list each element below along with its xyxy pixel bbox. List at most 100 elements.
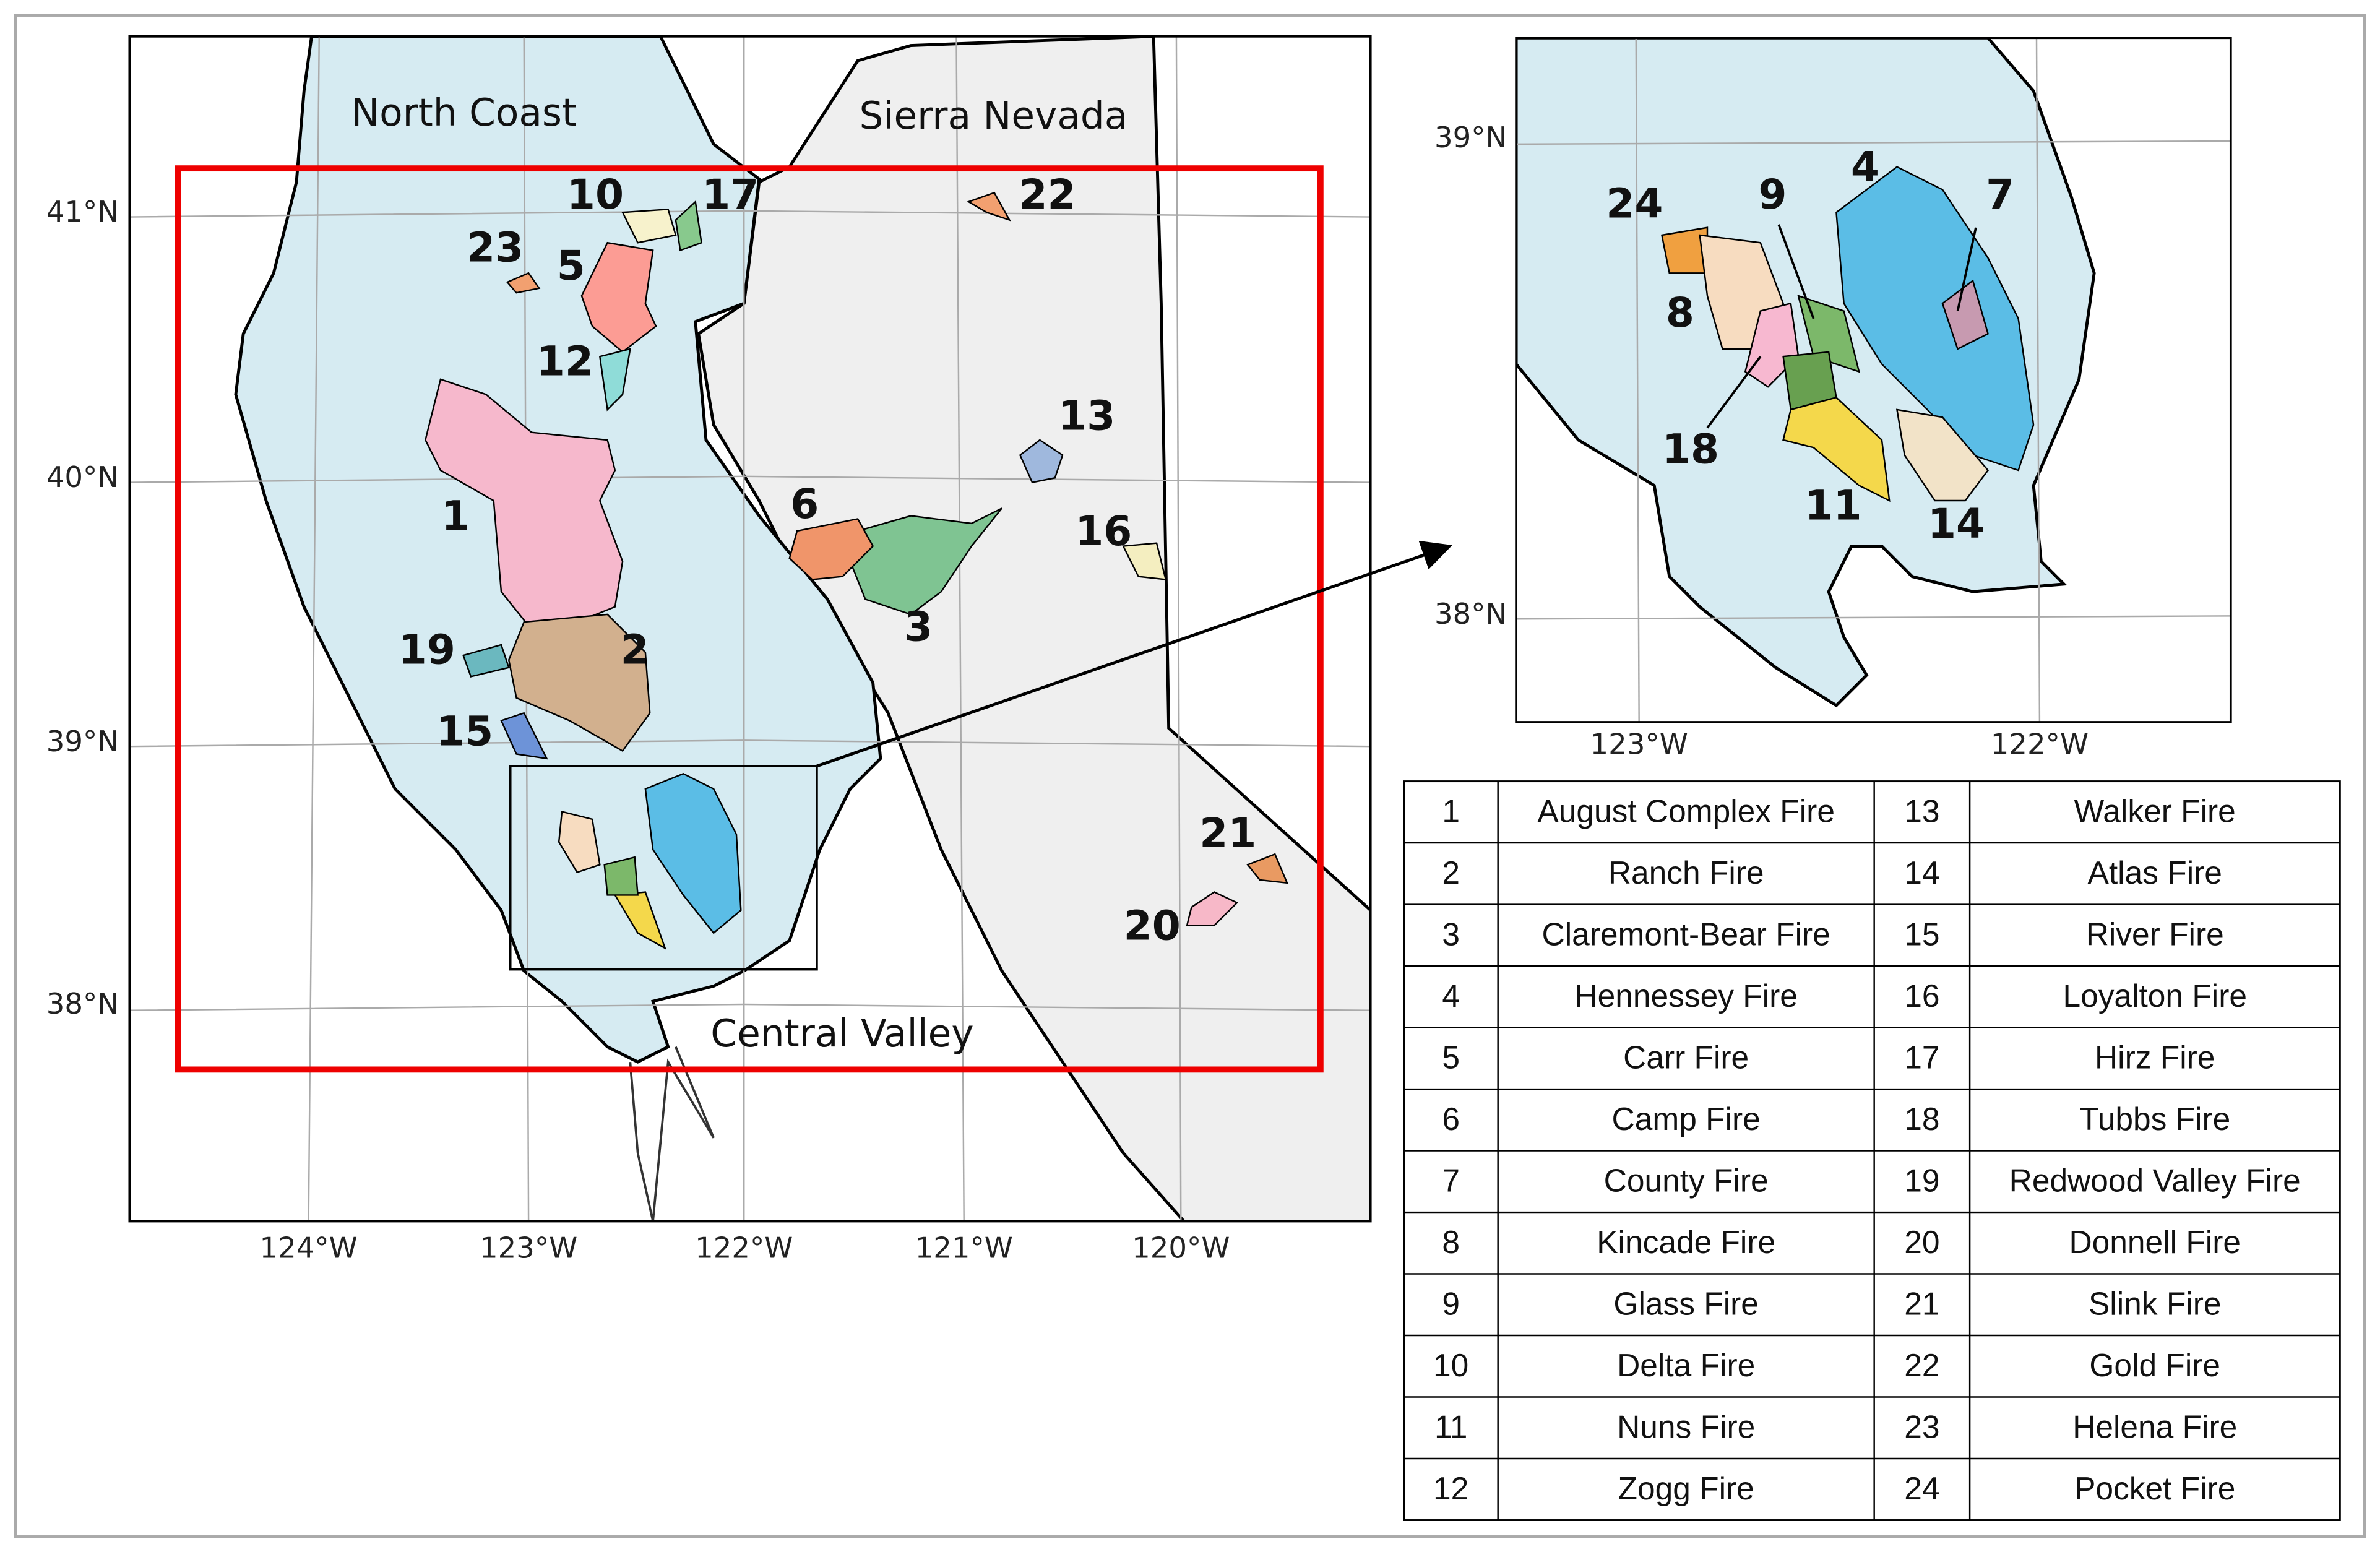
table-cell: Pocket Fire <box>2074 1470 2235 1506</box>
table-cell: 17 <box>1904 1039 1939 1075</box>
lon-label: 124°W <box>259 1231 357 1265</box>
table-cell: 10 <box>1433 1347 1468 1383</box>
fire-label: 20 <box>1124 902 1181 949</box>
lat-grid <box>129 210 1371 218</box>
fire-label: 22 <box>1019 171 1076 218</box>
table-cell: 3 <box>1442 916 1460 952</box>
table-cell: 7 <box>1442 1162 1460 1198</box>
region-label: Central Valley <box>710 1012 973 1056</box>
table-cell: 16 <box>1904 978 1939 1014</box>
fire-shape <box>500 712 548 760</box>
table-cell: Atlas Fire <box>2088 855 2222 890</box>
lat-label: 38°N <box>1434 597 1507 631</box>
table-cell: County Fire <box>1604 1162 1769 1198</box>
region-label: Sierra Nevada <box>860 94 1128 138</box>
lon-label: 123°W <box>1590 728 1688 761</box>
fire-shape <box>1122 542 1167 580</box>
table-cell: Loyalton Fire <box>2063 978 2247 1014</box>
table-cell: 15 <box>1904 916 1939 952</box>
table-cell: Walker Fire <box>2074 793 2236 829</box>
fire-label: 24 <box>1606 179 1663 227</box>
fire-label: 14 <box>1928 500 1985 548</box>
fire-label: 16 <box>1075 507 1132 555</box>
fire-shape <box>462 644 510 678</box>
lat-grid <box>1516 615 2231 620</box>
table-cell: Zogg Fire <box>1618 1470 1754 1506</box>
table-cell: 21 <box>1904 1285 1939 1321</box>
leader-line <box>1777 224 1815 319</box>
fire-polygons <box>425 191 1288 950</box>
lat-label: 39°N <box>46 725 119 758</box>
table-cell: 12 <box>1433 1470 1468 1506</box>
table-cell: 20 <box>1904 1224 1939 1260</box>
fire-label: 3 <box>904 603 933 650</box>
fire-label: 6 <box>790 480 819 528</box>
table-cell: Glass Fire <box>1613 1285 1759 1321</box>
lon-label: 122°W <box>695 1231 793 1265</box>
fire-shape <box>580 241 657 353</box>
fire-shape <box>558 811 601 874</box>
fire-label: 9 <box>1758 171 1787 218</box>
fire-label: 13 <box>1058 392 1115 440</box>
fire-label: 19 <box>399 626 455 673</box>
inset-frame <box>1515 37 2232 723</box>
table-cell: 23 <box>1904 1408 1939 1444</box>
table-cell: 5 <box>1442 1039 1460 1075</box>
lat-grid <box>1516 140 2231 145</box>
zoom-box <box>509 765 818 971</box>
table-cell: 13 <box>1904 793 1939 829</box>
table-cell: Camp Fire <box>1612 1101 1761 1137</box>
table-cell: Donnell Fire <box>2069 1224 2240 1260</box>
region-label: North Coast <box>351 91 577 135</box>
leader-line <box>1706 356 1762 429</box>
fire-label: 17 <box>702 171 759 218</box>
fire-shape <box>675 200 702 252</box>
fire-shape <box>1019 439 1064 484</box>
zoom-arrow <box>816 540 1452 768</box>
table-cell: Hirz Fire <box>2095 1039 2215 1075</box>
fire-shape <box>849 507 1002 616</box>
fire-shape <box>967 191 1011 222</box>
fire-label: 1 <box>441 493 470 540</box>
fire-label: 11 <box>1804 481 1861 529</box>
fire-label: 5 <box>557 242 585 290</box>
fire-label: 18 <box>1662 426 1719 473</box>
fire-shape <box>1246 853 1288 884</box>
fire-shape <box>1895 408 1990 502</box>
fire-label: 7 <box>1986 171 2014 218</box>
lon-grid <box>2035 38 2041 722</box>
lon-label: 120°W <box>1132 1231 1230 1265</box>
fire-label: 4 <box>1851 144 1879 191</box>
fire-label: 2 <box>621 626 649 673</box>
lat-label: 38°N <box>46 987 119 1020</box>
table-cell: 14 <box>1904 855 1939 890</box>
fire-shape <box>644 772 742 934</box>
fire-table: 1 August Complex Fire 13 Walker Fire 2 Ranch … <box>1403 780 2341 1521</box>
table-cell: Helena Fire <box>2072 1408 2237 1444</box>
table-cell: Slink Fire <box>2089 1285 2222 1321</box>
lon-grid <box>955 36 965 1222</box>
fire-label: 12 <box>537 337 593 385</box>
fire-shape <box>621 209 677 244</box>
study-domain <box>175 165 1324 1073</box>
fire-shape <box>506 272 541 294</box>
table-cell: 1 <box>1442 793 1460 829</box>
table-cell: 9 <box>1442 1285 1460 1321</box>
lon-grid <box>308 36 320 1222</box>
fire-shape <box>1661 226 1709 274</box>
fire-shape <box>1835 166 2035 472</box>
lat-label: 41°N <box>46 195 119 228</box>
lat-grid <box>129 475 1371 483</box>
lat-grid <box>129 1003 1371 1011</box>
fire-label: 23 <box>467 224 524 272</box>
table-cell: Nuns Fire <box>1617 1408 1755 1444</box>
table-cell: 4 <box>1442 978 1460 1014</box>
table-cell: 11 <box>1434 1408 1467 1444</box>
lon-grid <box>1175 36 1182 1222</box>
table-cell: 19 <box>1904 1162 1939 1198</box>
boundary-line <box>629 1046 715 1222</box>
lat-label: 40°N <box>46 460 119 494</box>
leader-line <box>1956 227 1977 311</box>
fire-shape <box>1782 396 1891 502</box>
